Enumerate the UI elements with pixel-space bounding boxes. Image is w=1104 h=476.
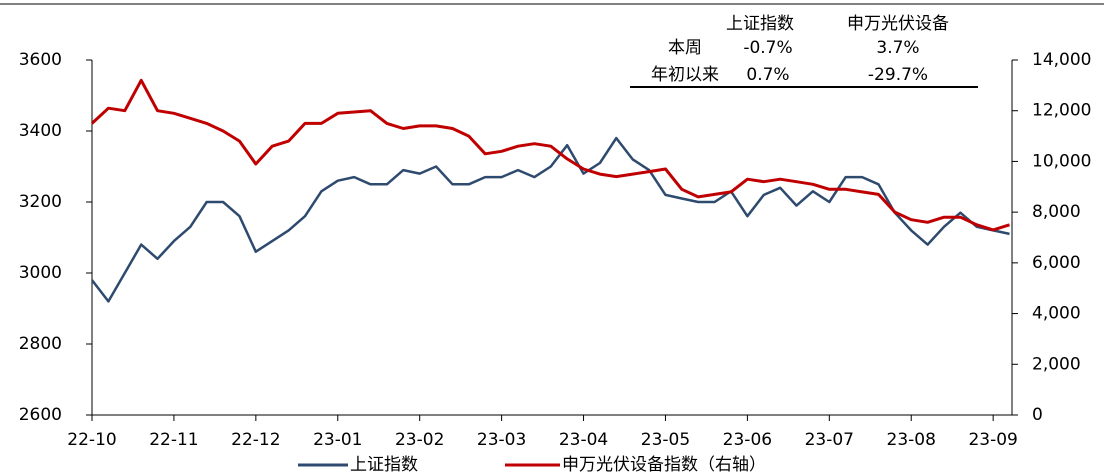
- table-row-label: 年初以来: [651, 65, 719, 85]
- x-tick-label: 23-05: [641, 430, 690, 450]
- legend-label: 上证指数: [350, 455, 418, 475]
- x-tick-label: 23-04: [559, 430, 608, 450]
- series-line: [90, 78, 1010, 232]
- y-tick-label: 2600: [19, 405, 62, 425]
- x-tick-label: 23-02: [395, 430, 444, 450]
- table-row-label: 本周: [668, 38, 702, 58]
- y-tick-label: 2800: [19, 334, 62, 354]
- x-tick-label: 23-01: [313, 430, 362, 450]
- y2-tick-label: 14,000: [1032, 50, 1091, 70]
- x-tick-label: 23-03: [477, 430, 526, 450]
- y2-tick-label: 4,000: [1032, 304, 1081, 324]
- y-tick-label: 3400: [19, 121, 62, 141]
- x-tick-label: 23-07: [805, 430, 854, 450]
- table-cell: 0.7%: [746, 65, 789, 85]
- y2-tick-label: 2,000: [1032, 354, 1081, 374]
- y2-tick-label: 6,000: [1032, 253, 1081, 273]
- x-tick-label: 23-06: [723, 430, 772, 450]
- table-cell: -29.7%: [868, 65, 928, 85]
- table-header: 上证指数: [726, 14, 794, 34]
- table-cell: 3.7%: [876, 38, 919, 58]
- table-cell: -0.7%: [743, 38, 792, 58]
- y2-tick-label: 8,000: [1032, 202, 1081, 222]
- y-tick-label: 3200: [19, 192, 62, 212]
- y2-tick-label: 12,000: [1032, 101, 1091, 121]
- y-tick-label: 3600: [19, 50, 62, 70]
- x-tick-label: 23-09: [968, 430, 1017, 450]
- x-tick-label: 23-08: [887, 430, 936, 450]
- x-tick-label: 22-10: [67, 430, 116, 450]
- y-tick-label: 3000: [19, 263, 62, 283]
- y2-tick-label: 10,000: [1032, 151, 1091, 171]
- legend-label: 申万光伏设备指数（右轴）: [562, 455, 766, 475]
- y2-tick-label: 0: [1032, 405, 1043, 425]
- x-tick-label: 22-11: [149, 430, 198, 450]
- x-tick-label: 22-12: [231, 430, 280, 450]
- series-line: [91, 136, 1010, 303]
- table-header: 申万光伏设备: [847, 14, 949, 34]
